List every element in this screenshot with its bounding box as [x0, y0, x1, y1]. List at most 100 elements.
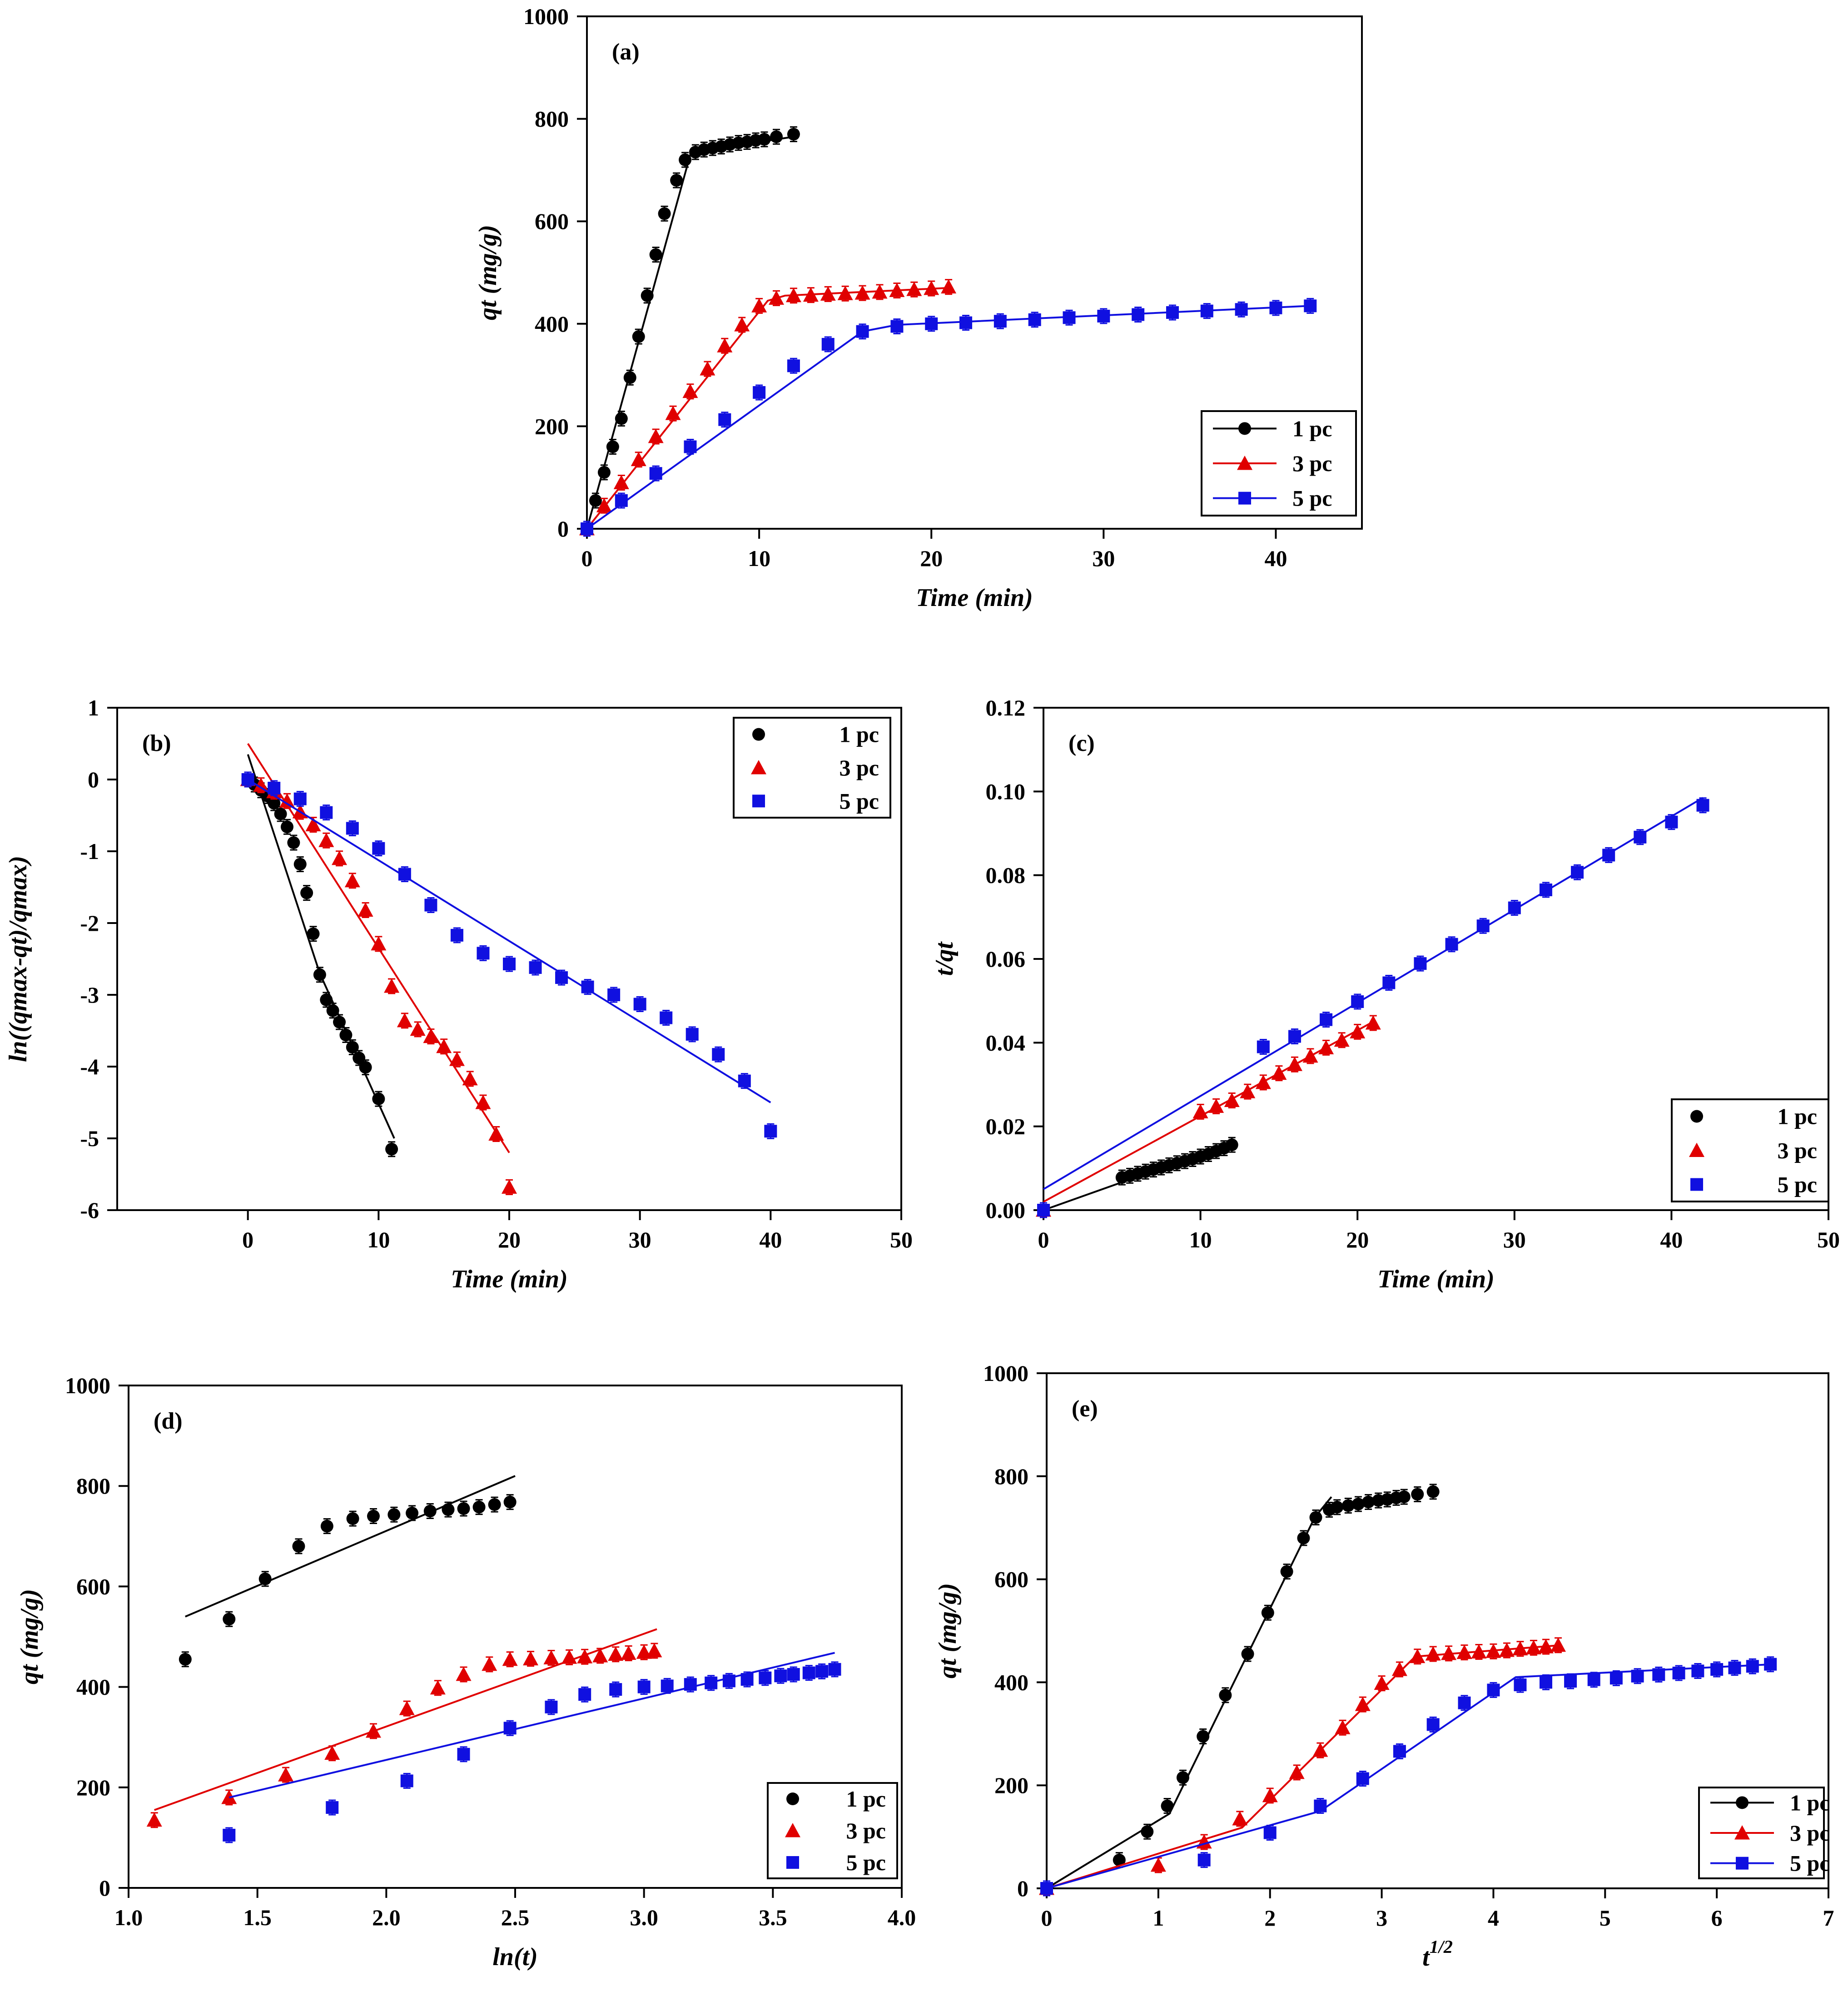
x-tick-label: 50 — [1817, 1227, 1840, 1252]
data-point — [925, 317, 938, 330]
y-axis-label: qt (mg/g) — [934, 1583, 962, 1678]
x-tick-label: 50 — [890, 1227, 913, 1252]
data-point — [1587, 1673, 1600, 1686]
data-point — [1365, 1015, 1381, 1030]
data-point — [280, 820, 293, 834]
data-point — [367, 1509, 380, 1523]
y-axis-label: qt (mg/g) — [474, 225, 502, 320]
data-point — [581, 522, 593, 535]
x-tick-label: 1 — [1153, 1905, 1164, 1931]
data-point — [543, 1650, 559, 1664]
x-tick-label: 7 — [1823, 1905, 1834, 1931]
data-point — [633, 998, 646, 1011]
y-tick-label: 0 — [99, 1875, 110, 1901]
data-point — [320, 993, 333, 1007]
data-point — [815, 1665, 829, 1678]
data-point — [450, 929, 463, 942]
series-5-pc — [1037, 797, 1709, 1218]
data-point — [1289, 1764, 1305, 1779]
data-point — [592, 1648, 608, 1663]
data-point — [457, 1748, 470, 1761]
y-tick-label: 0 — [1017, 1876, 1028, 1901]
data-point — [346, 822, 359, 835]
x-tick-label: 3.5 — [759, 1905, 787, 1930]
data-point — [503, 1722, 517, 1735]
y-axis-label: qt (mg/g) — [15, 1589, 44, 1684]
data-point — [609, 1683, 622, 1696]
data-point — [339, 1028, 353, 1042]
data-point — [1362, 1495, 1375, 1509]
fit-line — [1046, 1496, 1332, 1889]
data-point — [1028, 313, 1041, 326]
legend-label: 3 pc — [1778, 1138, 1818, 1163]
plot-frame — [1046, 1372, 1829, 1889]
data-point — [488, 1498, 501, 1511]
data-point — [1691, 1664, 1704, 1678]
data-point — [718, 413, 731, 426]
data-point — [615, 412, 628, 425]
fit-line — [1046, 1644, 1561, 1889]
y-tick-label: 1 — [88, 695, 99, 720]
data-point — [1485, 1644, 1501, 1658]
data-point — [333, 1016, 346, 1029]
data-point — [1696, 799, 1709, 812]
data-point — [802, 1666, 815, 1679]
data-point — [268, 781, 281, 794]
legend-label: 1 pc — [1778, 1104, 1818, 1129]
data-point — [529, 961, 542, 974]
data-point — [1200, 304, 1213, 318]
legend-label: 1 pc — [1292, 416, 1332, 441]
data-point — [649, 248, 662, 261]
series-1-pc — [581, 126, 800, 537]
data-point — [577, 1649, 593, 1663]
data-point — [1297, 1531, 1310, 1544]
data-point — [1257, 1040, 1270, 1053]
data-point — [1331, 1500, 1344, 1514]
data-point — [649, 467, 662, 480]
data-point — [385, 1142, 398, 1156]
data-point — [712, 1048, 725, 1061]
data-point — [684, 1678, 697, 1691]
data-point — [1426, 1718, 1440, 1731]
data-point — [1425, 1646, 1441, 1661]
data-point — [456, 1666, 472, 1681]
x-tick-label: 10 — [367, 1227, 390, 1252]
legend-marker — [1689, 1142, 1704, 1157]
data-point — [1571, 866, 1584, 879]
data-point — [300, 886, 313, 899]
data-point — [632, 330, 645, 343]
data-point — [787, 1668, 800, 1681]
y-axis-label: ln((qmax-qt)/qmax) — [4, 856, 32, 1062]
data-point — [1476, 919, 1490, 933]
data-point — [1610, 1672, 1623, 1685]
legend-marker — [752, 728, 765, 741]
fit-line — [1046, 1663, 1773, 1889]
data-point — [661, 1679, 674, 1693]
data-point — [596, 498, 612, 512]
x-tick-label: 40 — [1660, 1227, 1683, 1252]
data-point — [503, 1495, 517, 1509]
data-point — [1391, 1662, 1407, 1676]
legend-label: 5 pc — [1778, 1172, 1818, 1197]
data-point — [1335, 1720, 1351, 1734]
legend-marker — [786, 1792, 799, 1805]
data-point — [278, 1767, 294, 1782]
data-point — [1539, 883, 1552, 896]
data-point — [400, 1774, 413, 1787]
legend: 1 pc 3 pc 5 pc — [1671, 1098, 1829, 1202]
fit-line — [185, 1475, 516, 1618]
data-point — [424, 899, 437, 912]
legend-marker — [1734, 1825, 1750, 1840]
y-tick-label: 0 — [557, 516, 569, 541]
y-tick-label: -6 — [80, 1197, 99, 1223]
data-point — [785, 288, 801, 303]
x-tick-label: 2.5 — [501, 1905, 530, 1930]
data-point — [621, 1645, 636, 1660]
y-tick-label: 400 — [994, 1669, 1028, 1695]
data-point — [1208, 1098, 1224, 1113]
data-point — [1350, 1024, 1366, 1038]
y-tick-label: -5 — [80, 1126, 99, 1151]
data-point — [1355, 1697, 1371, 1711]
data-point — [774, 1669, 787, 1683]
